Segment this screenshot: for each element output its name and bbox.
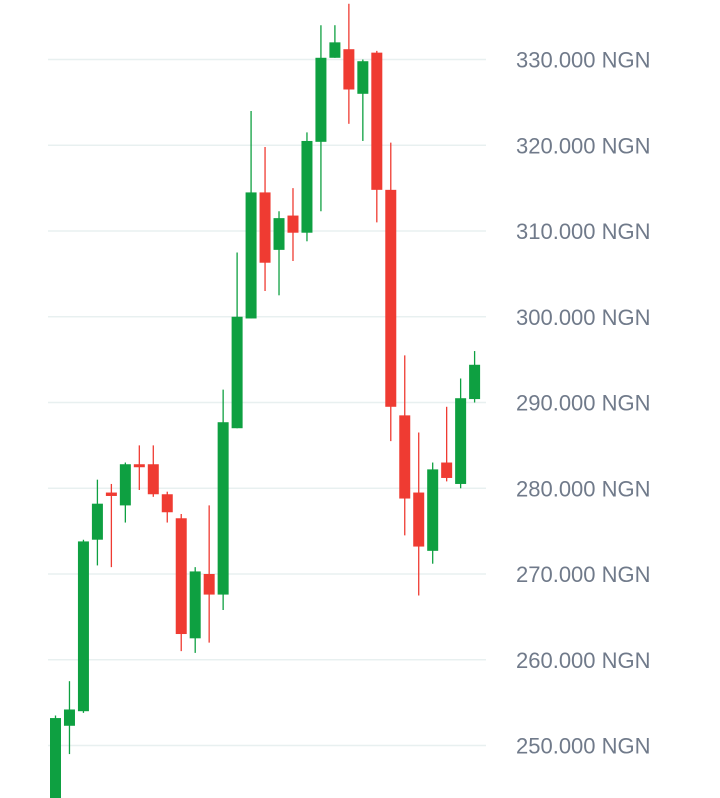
candle-body [413,492,425,547]
candle-down [133,445,145,490]
candle-down [399,355,411,536]
grid-lines [48,58,486,747]
candle-body [315,57,327,142]
candle-body [189,571,201,639]
candle-body [63,709,75,726]
candle-body [133,464,145,468]
y-tick-label: 270.000 NGN [516,562,651,587]
candle-down [371,50,383,223]
candle-down [259,146,271,292]
candle-up [217,389,229,611]
candle-up [315,25,327,212]
candle-up [427,462,439,564]
candle-body [343,49,355,90]
candle-down [385,142,397,442]
candle-body [357,61,369,94]
candle-body [371,52,383,190]
candle-body [273,218,285,250]
candle-body [329,42,341,58]
candle-body [399,415,411,499]
candle-up [245,110,257,319]
candle-down [203,505,215,643]
candle-body [231,316,243,429]
y-axis-labels: 250.000 NGN 260.000 NGN 270.000 NGN 280.000… [516,48,651,759]
candle-body [175,518,187,635]
candle-body [50,718,61,798]
candle-up [273,211,285,296]
candle-up [469,351,481,403]
candle-up [301,132,313,242]
candle-up [455,378,467,489]
candle-up [231,252,243,429]
candle-body [301,140,313,233]
y-tick-label: 250.000 NGN [516,734,651,759]
y-tick-label: 280.000 NGN [516,476,651,501]
candle-up [91,479,103,566]
candle-body [105,492,117,496]
candle-body [203,574,215,595]
candle-down [343,3,355,124]
candle-body [441,462,453,478]
candle-body [427,469,439,551]
candle-body [217,422,229,595]
candle-down [105,483,117,568]
candle-body [385,189,397,407]
candle-body [119,464,131,506]
candle-down [147,445,159,497]
candle-up [357,59,369,141]
candle-body [245,192,257,319]
y-tick-label: 260.000 NGN [516,648,651,673]
candle-down [413,432,425,596]
candle-up [63,681,75,755]
candle-up [119,462,131,523]
y-tick-label: 330.000 NGN [516,48,651,73]
candle-up [50,715,61,798]
y-tick-label: 300.000 NGN [516,305,651,330]
candle-body [161,494,173,513]
candle-down [175,513,187,652]
candle-body [147,464,159,495]
candle-down [287,188,299,262]
candle-down [441,406,453,482]
candle-up [189,567,201,653]
candle-body [455,398,467,484]
candle-body [91,503,103,540]
candle-body [259,192,271,263]
candle-up [77,539,89,713]
candle-up [329,25,341,58]
y-tick-label: 290.000 NGN [516,391,651,416]
candle-body [469,364,481,400]
candle-body [287,215,299,233]
candles [50,3,481,798]
y-tick-label: 310.000 NGN [516,219,651,244]
candle-down [161,491,173,523]
y-tick-label: 320.000 NGN [516,133,651,158]
candle-body [77,541,89,712]
